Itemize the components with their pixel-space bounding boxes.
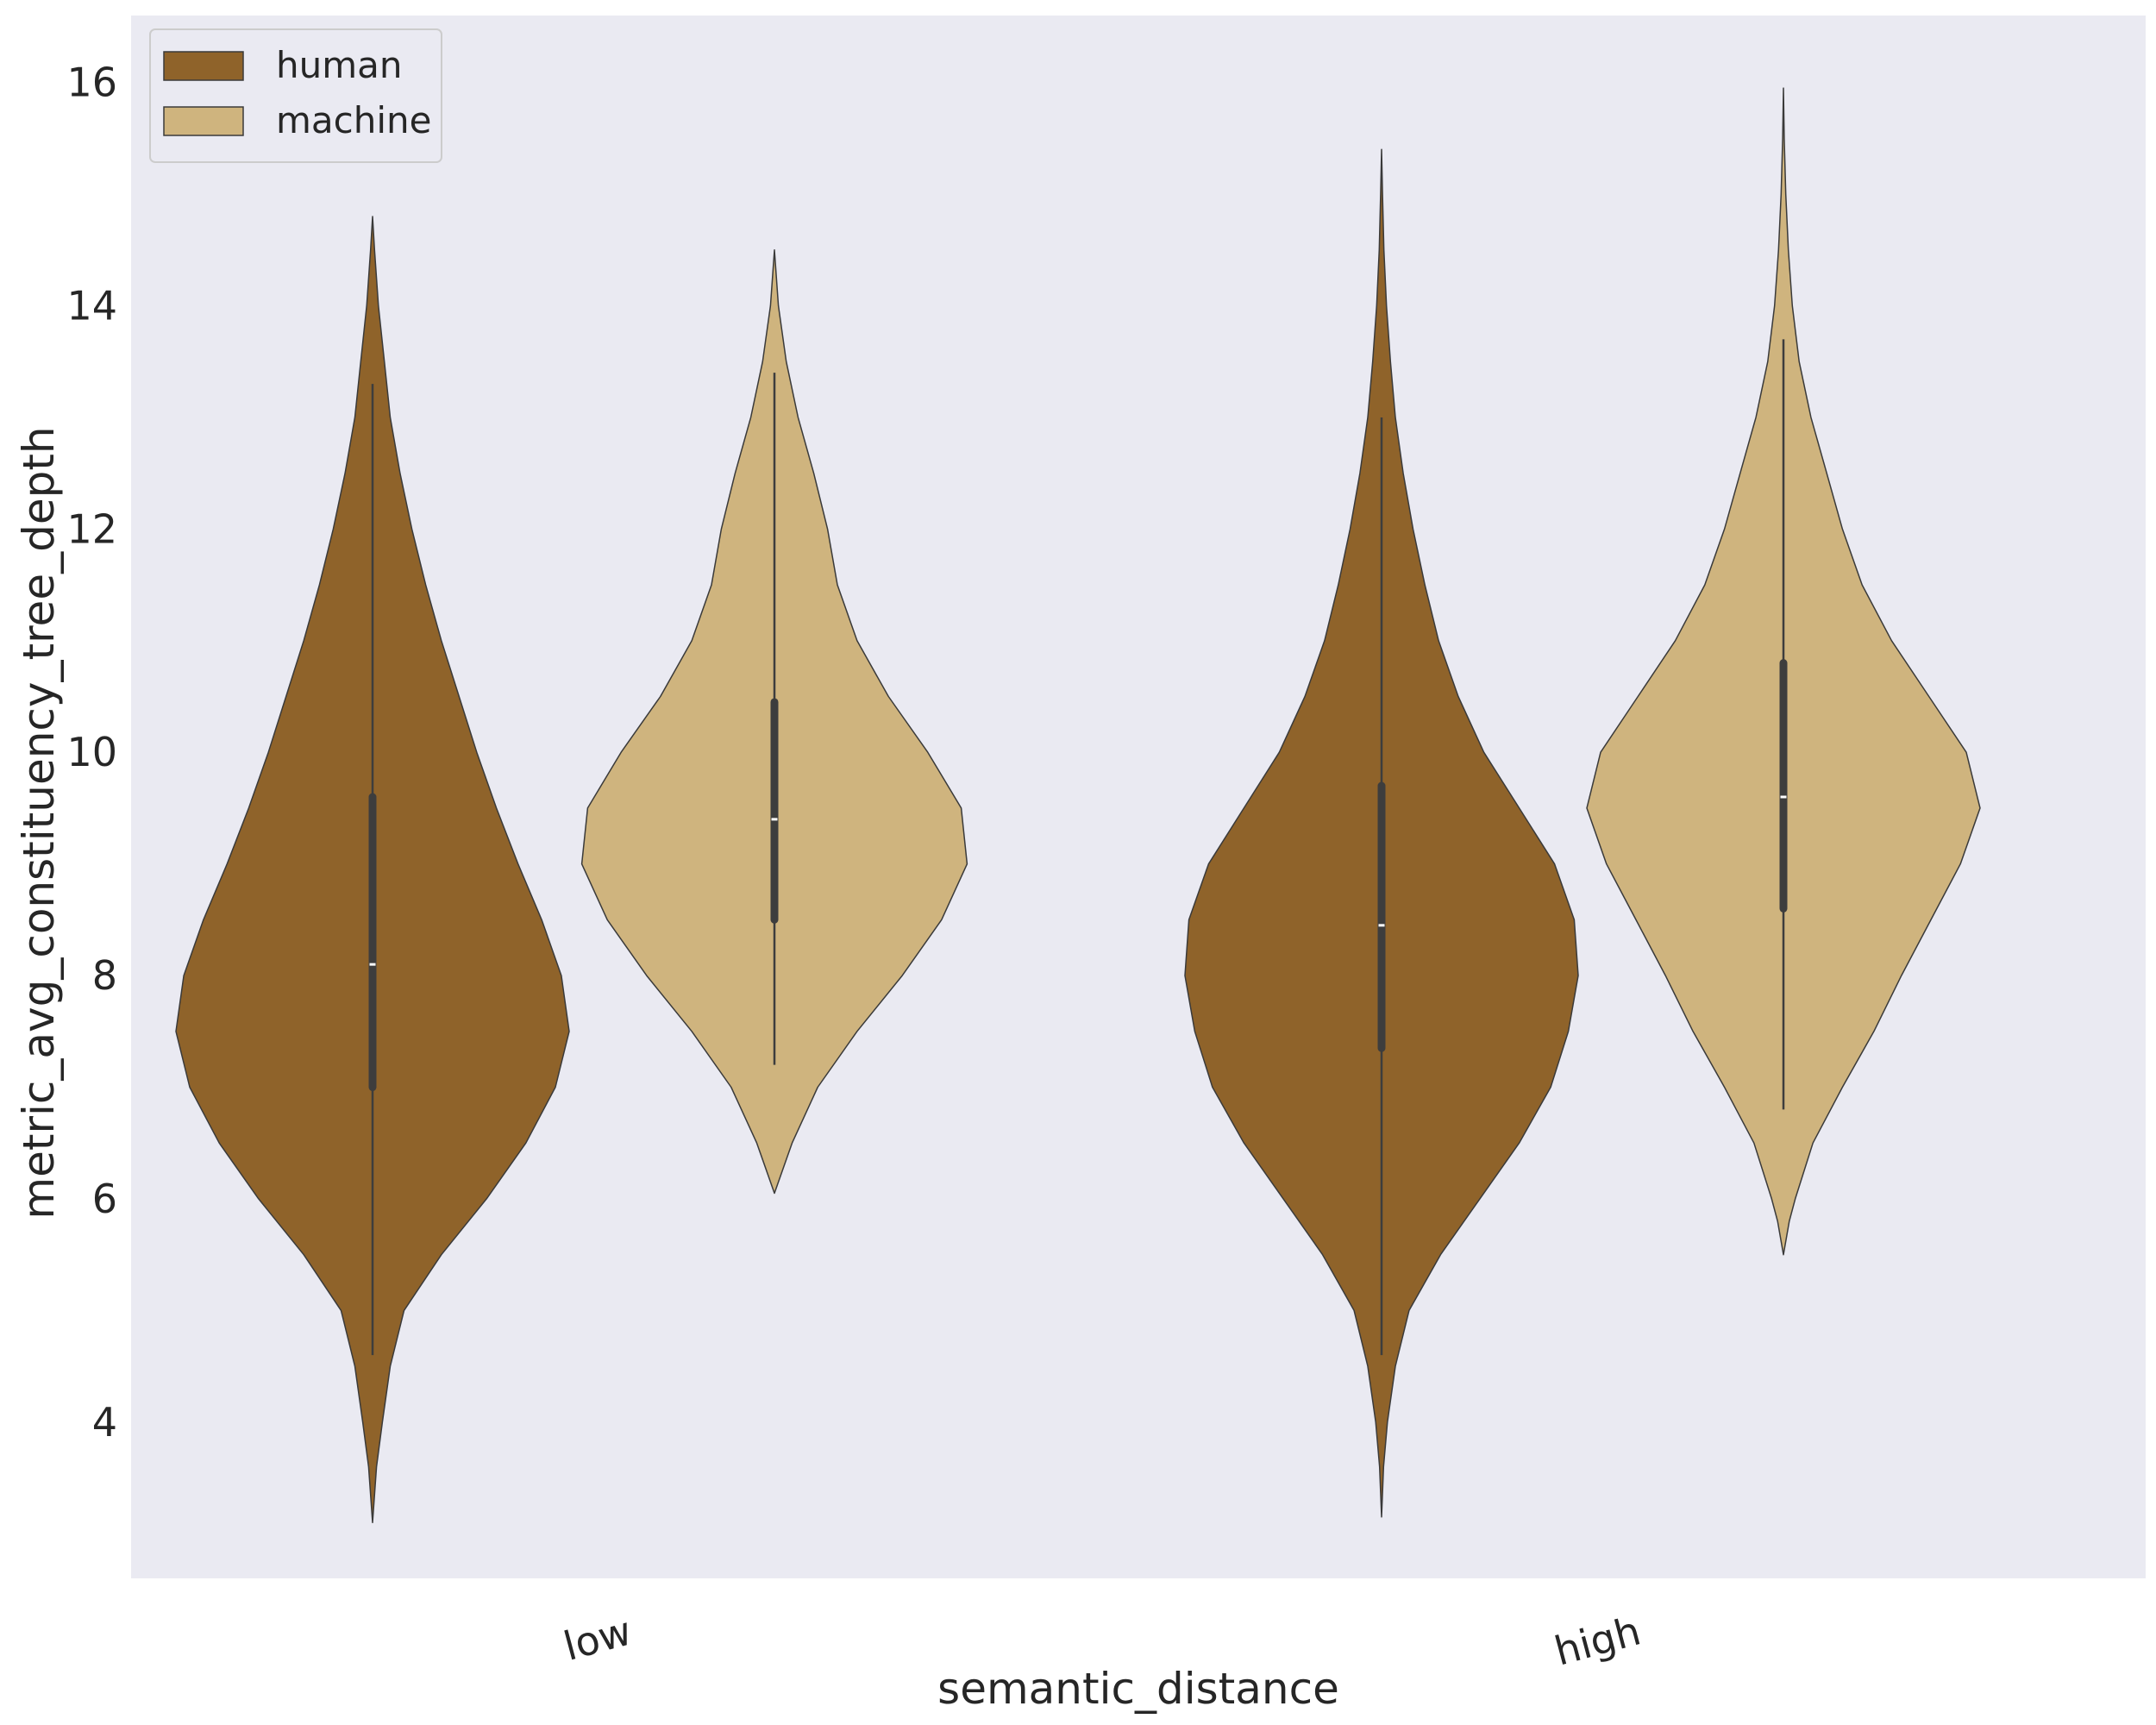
y-tick-label: 14 xyxy=(66,283,117,329)
y-tick-label: 16 xyxy=(66,60,117,106)
x-axis-label: semantic_distance xyxy=(937,1664,1339,1714)
x-tick-label: low xyxy=(559,1607,636,1669)
y-tick-label: 6 xyxy=(92,1176,117,1222)
y-tick-label: 4 xyxy=(92,1399,117,1446)
legend-label-human: human xyxy=(276,44,403,86)
y-axis: 4 6 8 10 12 14 16 xyxy=(66,60,117,1446)
y-tick-label: 8 xyxy=(92,952,117,999)
legend: human machine xyxy=(149,28,442,163)
legend-swatch-machine xyxy=(163,106,244,136)
legend-label-machine: machine xyxy=(276,99,432,141)
y-axis-label: metric_avg_constituency_tree_depth xyxy=(14,426,64,1219)
violins-layer xyxy=(175,87,1981,1524)
legend-swatch-human xyxy=(163,51,244,81)
y-tick-label: 12 xyxy=(66,505,117,552)
x-tick-label: high xyxy=(1550,1607,1645,1674)
y-tick-label: 10 xyxy=(66,729,117,775)
